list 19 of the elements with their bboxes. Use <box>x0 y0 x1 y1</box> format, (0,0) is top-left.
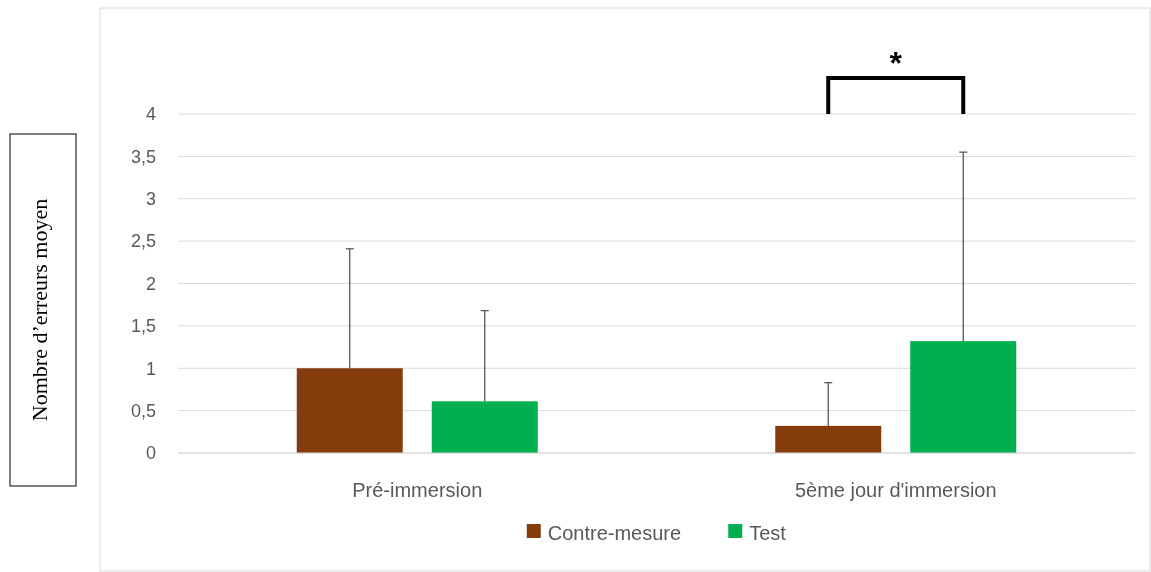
bar <box>296 368 403 453</box>
y-tick-label: 1,5 <box>130 316 156 337</box>
x-tick-label: 5ème jour d'immersion <box>794 479 997 501</box>
y-tick-label: 2 <box>145 273 156 294</box>
legend-label: Contre-mesure <box>547 522 682 544</box>
y-tick-label: 2,5 <box>130 231 156 252</box>
legend-label: Test <box>749 522 787 544</box>
y-tick-label: 0 <box>145 443 156 464</box>
y-tick-label: 3,5 <box>130 146 156 167</box>
y-tick-label: 4 <box>145 104 156 125</box>
bar <box>910 341 1017 453</box>
y-tick-label: 0,5 <box>130 400 156 421</box>
y-tick-label: 1 <box>145 358 156 379</box>
y-tick-label: 3 <box>145 189 156 210</box>
y-axis-title: Nombre d’erreurs moyen <box>27 198 52 422</box>
x-tick-label: Pré-immersion <box>352 479 483 501</box>
text: * <box>889 45 903 81</box>
bar <box>775 425 882 453</box>
bar <box>431 401 538 453</box>
